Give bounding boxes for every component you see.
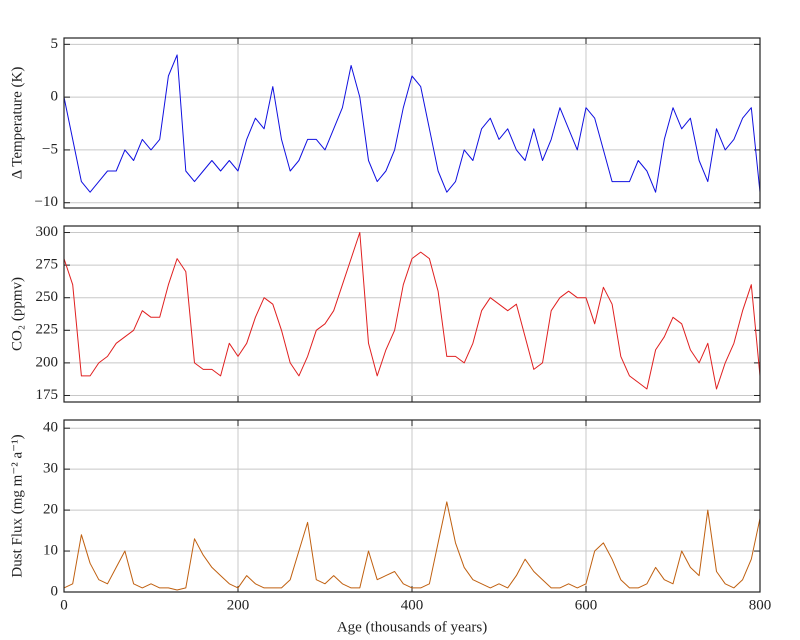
y-tick-label: 200 <box>36 354 59 370</box>
y-tick-label: 0 <box>51 583 59 599</box>
x-tick-label: 800 <box>749 597 772 613</box>
x-tick-label: 200 <box>227 597 250 613</box>
y-tick-label: 225 <box>36 322 59 338</box>
plot-frame <box>63 225 761 403</box>
y-tick-label: 30 <box>43 461 58 477</box>
plot-frame <box>63 37 761 209</box>
y-tick-label: 5 <box>51 36 59 52</box>
y-tick-label: −10 <box>35 194 58 210</box>
data-line <box>63 232 761 390</box>
x-tick-label: 400 <box>401 597 424 613</box>
y-axis-label: Δ Temperature (K) <box>9 67 25 180</box>
data-line <box>63 501 761 591</box>
x-tick-label: 0 <box>60 597 68 613</box>
y-tick-label: 175 <box>36 387 59 403</box>
y-tick-label: 0 <box>51 89 59 105</box>
y-tick-label: −5 <box>42 141 58 157</box>
y-axis-label: Dust Flux (mg m⁻² a⁻¹) <box>9 434 25 577</box>
y-tick-label: 20 <box>43 502 58 518</box>
plot-frame <box>63 419 761 593</box>
data-line <box>63 54 761 193</box>
y-tick-label: 10 <box>43 542 58 558</box>
x-tick-label: 600 <box>575 597 598 613</box>
y-tick-label: 40 <box>43 420 58 436</box>
y-tick-label: 250 <box>36 289 59 305</box>
y-tick-label: 275 <box>36 257 59 273</box>
y-tick-label: 300 <box>36 224 59 240</box>
y-axis-label: CO₂ (ppmv) <box>9 277 25 351</box>
x-axis-label: Age (thousands of years) <box>337 619 487 635</box>
